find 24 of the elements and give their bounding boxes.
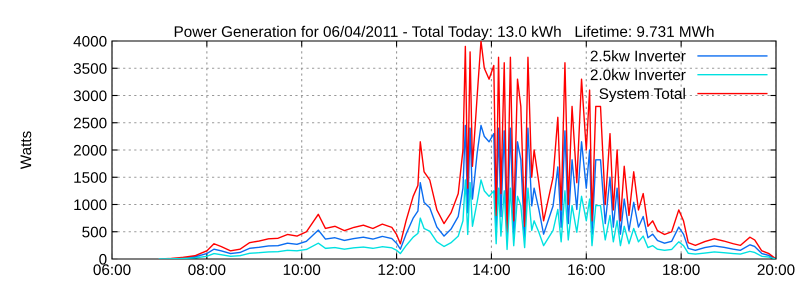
legend-label: 2.0kw Inverter [590, 68, 686, 80]
y-tick-label: 0 [99, 254, 107, 265]
y-tick-label: 500 [82, 226, 107, 238]
legend-label: System Total [599, 88, 685, 102]
y-tick-label: 3500 [74, 63, 107, 74]
chart-title: Power Generation for 06/04/2011 - Total Today: 13.0 kWh Lifetime: 9.731 MWh [174, 26, 714, 40]
x-tick-label: 10:00 [284, 264, 320, 276]
line-series [158, 41, 776, 259]
x-tick-label: 08:00 [188, 264, 226, 276]
y-tick-label: 2500 [74, 118, 107, 128]
x-tick-label: 20:00 [758, 264, 795, 276]
y-tick-label: 3000 [74, 90, 107, 102]
legend-label: 2.5kw Inverter [590, 50, 686, 62]
x-tick-label: 12:00 [378, 264, 416, 276]
x-tick-label: 18:00 [663, 264, 700, 276]
line-series [158, 179, 776, 259]
y-tick-label: 1500 [74, 172, 107, 183]
y-tick-label: 1000 [74, 199, 107, 210]
x-tick-label: 16:00 [568, 264, 605, 276]
y-axis-title: Watts [20, 131, 32, 170]
x-tick-label: 06:00 [93, 264, 131, 276]
x-tick-label: 14:00 [473, 264, 510, 276]
y-tick-label: 4000 [74, 36, 107, 47]
y-tick-label: 2000 [74, 144, 107, 156]
